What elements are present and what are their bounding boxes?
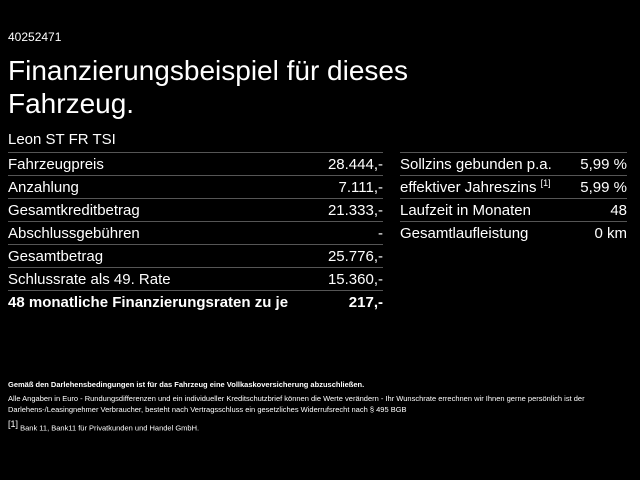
value: 21.333,-	[321, 198, 383, 222]
value: 5,99 %	[573, 152, 627, 176]
value: 5,99 %	[573, 175, 627, 199]
title: Finanzierungsbeispiel für dieses Fahrzeu…	[8, 55, 408, 119]
footnote-ref: [1]	[8, 419, 19, 429]
row: effektiver Jahreszins [1] 5,99 %	[400, 175, 627, 199]
value: 0 km	[573, 221, 627, 244]
label: 48 monatliche Finanzierungsraten zu je	[8, 290, 322, 313]
label: Laufzeit in Monaten	[400, 198, 574, 222]
label: Sollzins gebunden p.a.	[400, 152, 574, 176]
label: effektiver Jahreszins [1]	[400, 175, 574, 199]
right-table: Sollzins gebunden p.a. 5,99 % effektiver J…	[400, 152, 627, 244]
label: Gesamtlaufleistung	[400, 221, 574, 244]
id: 40252471	[8, 30, 62, 44]
value: 217,-	[321, 290, 383, 313]
footnote-ref: [1]	[540, 178, 551, 188]
row: Gesamtbetrag 25.776,-	[8, 244, 383, 268]
model: Leon ST FR TSI	[8, 131, 116, 148]
insurance-note: Gemäß den Darlehensbedingungen ist für d…	[8, 380, 365, 389]
value: 28.444,-	[321, 152, 383, 176]
row: Gesamtlaufleistung 0 km	[400, 221, 627, 244]
row: 48 monatliche Finanzierungsraten zu je 21…	[8, 290, 383, 313]
footnote-text: Bank 11, Bank11 für Privatkunden und Han…	[20, 423, 200, 433]
label: Anzahlung	[8, 175, 322, 199]
footnote: [1] Bank 11, Bank11 für Privatkunden und…	[8, 419, 632, 434]
value: 25.776,-	[321, 244, 383, 268]
row: Fahrzeugpreis 28.444,-	[8, 152, 383, 176]
left-table: Fahrzeugpreis 28.444,- Anzahlung 7.111,- Ges…	[8, 152, 383, 313]
label: Gesamtkreditbetrag	[8, 198, 322, 222]
disclaimer: Alle Angaben in Euro - Rundungsdifferenz…	[8, 394, 585, 414]
value: -	[321, 221, 383, 245]
label: Gesamtbetrag	[8, 244, 322, 268]
label: Fahrzeugpreis	[8, 152, 322, 176]
row: Schlussrate als 49. Rate 15.360,-	[8, 267, 383, 291]
value: 7.111,-	[321, 175, 383, 199]
value: 48	[573, 198, 627, 222]
row: Laufzeit in Monaten 48	[400, 198, 627, 222]
value: 15.360,-	[321, 267, 383, 291]
label: Abschlussgebühren	[8, 221, 322, 245]
label: Schlussrate als 49. Rate	[8, 267, 322, 291]
row: Gesamtkreditbetrag 21.333,-	[8, 198, 383, 222]
row: Anzahlung 7.111,-	[8, 175, 383, 199]
row: Sollzins gebunden p.a. 5,99 %	[400, 152, 627, 176]
row: Abschlussgebühren -	[8, 221, 383, 245]
